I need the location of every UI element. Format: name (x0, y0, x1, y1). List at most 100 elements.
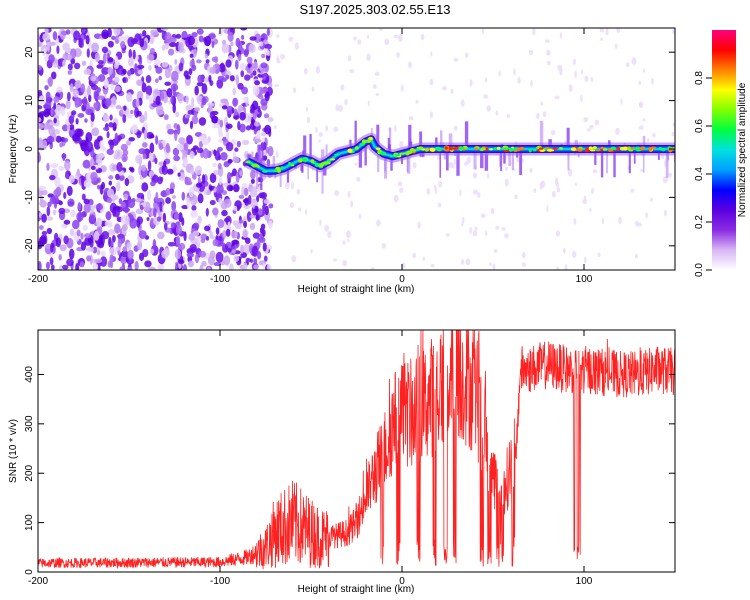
spectrogram-noise-dot (209, 172, 217, 184)
spectrogram-streak (247, 154, 251, 162)
spectrogram-faint-dot (616, 28, 621, 34)
spectrogram-noise-dot (178, 62, 184, 72)
ridge-hotspot (584, 148, 589, 153)
spectrogram-noise-dot (49, 257, 54, 266)
spectrogram-noise-dot (194, 253, 200, 264)
spectrogram-noise-dot (42, 33, 51, 41)
spectrogram-noise-dot (152, 239, 157, 250)
spectrogram-noise-dot (197, 74, 204, 83)
spectrogram-noise-dot (239, 63, 247, 70)
spectrogram-noise-dot (247, 62, 252, 68)
spectrogram-noise-dot (175, 225, 183, 235)
spectrogram-faint-dot (492, 263, 496, 270)
spectrogram-noise-dot (63, 235, 69, 245)
spectrogram-faint-dot (376, 219, 381, 227)
spectrogram-noise-dot (220, 62, 225, 70)
ridge-hotspot (610, 146, 616, 151)
spectrogram-noise-dot (81, 193, 86, 201)
spectrogram-noise-dot (182, 264, 188, 270)
spectrogram-faint-dot (297, 207, 302, 212)
spectrogram-noise-dot (165, 197, 171, 204)
ridge-hotspot (592, 146, 597, 149)
spectrogram-noise-dot (67, 63, 73, 71)
ridge-hotspot (361, 139, 367, 144)
spectrogram-noise-dot (161, 61, 169, 68)
spectrogram-noise-dot (64, 173, 69, 179)
spectrogram-noise-dot (192, 230, 200, 237)
spectrogram-noise-dot (260, 192, 268, 199)
spectrogram-noise-dot (191, 115, 199, 125)
spectrogram-noise-dot (38, 41, 43, 48)
spectrogram-noise-dot (96, 64, 104, 69)
spectrogram-streak (261, 142, 264, 169)
ridge-hotspot (508, 147, 514, 152)
spectrogram-noise-dot (175, 33, 182, 39)
spectrogram-noise-dot (68, 248, 75, 260)
spectrogram-faint-dot (582, 198, 588, 205)
spectrogram-noise-dot (119, 266, 125, 270)
ridge-hotspot (436, 147, 442, 152)
spectrogram-noise-dot (67, 70, 72, 75)
spectrogram-noise-dot (149, 47, 155, 56)
spectrogram-faint-dot (469, 79, 473, 87)
spectrogram-noise-dot (236, 204, 241, 212)
spectrogram-noise-dot (113, 62, 119, 69)
spectrogram-faint-dot (645, 212, 649, 219)
spectrogram-faint-dot (528, 49, 534, 56)
spectrogram-faint-dot (532, 28, 536, 36)
spectrogram-noise-dot (38, 225, 44, 230)
spectrogram-noise-dot (85, 132, 93, 143)
spectrogram-noise-dot (111, 235, 116, 243)
spectrogram-noise-dot (122, 246, 128, 253)
spectrogram-noise-dot (164, 81, 172, 86)
spectrogram-faint-dot (415, 99, 419, 104)
spectrogram-faint-dot (484, 77, 488, 83)
spectrogram-noise-dot (196, 81, 204, 87)
ridge-hotspot (588, 146, 593, 151)
ridge-hotspot (444, 149, 450, 152)
spectrogram-faint-dot (266, 263, 272, 270)
spectrogram-faint-dot (276, 59, 281, 64)
spectrogram-noise-dot (185, 104, 193, 112)
snr-x-label: Height of straight line (km) (298, 584, 415, 595)
spectrogram-noise-dot (245, 125, 251, 131)
spectrogram-noise-dot (117, 239, 122, 248)
spectrogram-noise-dot (211, 40, 215, 48)
spectrogram-noise-dot (130, 110, 134, 115)
spectrogram-noise-dot (242, 262, 248, 270)
spectrogram-noise-dot (199, 264, 204, 270)
spectrogram-faint-dot (305, 208, 308, 216)
spectrogram-noise-dot (131, 197, 136, 203)
spectrogram-faint-dot (583, 195, 587, 201)
spectrogram-noise-dot (147, 160, 152, 171)
spectrogram-noise-dot (256, 239, 261, 250)
spectrogram-faint-dot (501, 227, 506, 231)
ridge-hotspot (481, 147, 486, 151)
spectrogram-faint-dot (284, 182, 290, 190)
spectrogram-noise-dot (234, 147, 239, 152)
spectrogram-faint-dot (638, 80, 642, 86)
spectrogram-faint-dot (294, 42, 300, 51)
spectrogram-noise-dot (181, 191, 186, 201)
spectrogram-faint-dot (347, 55, 352, 62)
spectrogram-noise-dot (121, 223, 128, 232)
spectrogram-noise-dot (80, 83, 86, 94)
spectrogram-noise-dot (238, 219, 244, 224)
spectrogram-noise-dot (101, 97, 107, 109)
spectrogram-noise-dot (249, 222, 256, 231)
spectrogram-noise-dot (190, 168, 195, 175)
spectrogram-faint-dot (344, 98, 348, 106)
spectrogram-noise-dot (233, 255, 240, 262)
spectrogram-faint-dot (453, 57, 459, 62)
spectrogram-noise-dot (81, 28, 86, 34)
spectrogram-faint-dot (459, 189, 462, 197)
spectrogram-noise-dot (201, 83, 208, 95)
spectrogram-noise-dot (218, 131, 223, 138)
spectrogram-faint-dot (367, 34, 370, 39)
spectrogram-noise-dot (93, 102, 98, 110)
colorbar-tick-label: 0.6 (694, 119, 705, 133)
spectrogram-faint-dot (396, 52, 400, 58)
spectrogram-streak (633, 149, 636, 164)
spectrogram-noise-dot (38, 261, 42, 270)
spectrogram-faint-dot (581, 68, 584, 75)
